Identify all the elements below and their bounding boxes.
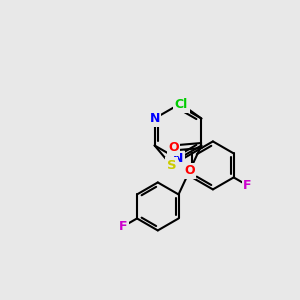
Text: O: O (184, 164, 195, 177)
Text: F: F (243, 179, 252, 192)
Text: Cl: Cl (175, 98, 188, 111)
Text: N: N (173, 152, 183, 166)
Text: F: F (119, 220, 128, 233)
Text: S: S (167, 159, 176, 172)
Text: O: O (168, 141, 179, 154)
Text: N: N (149, 112, 160, 125)
